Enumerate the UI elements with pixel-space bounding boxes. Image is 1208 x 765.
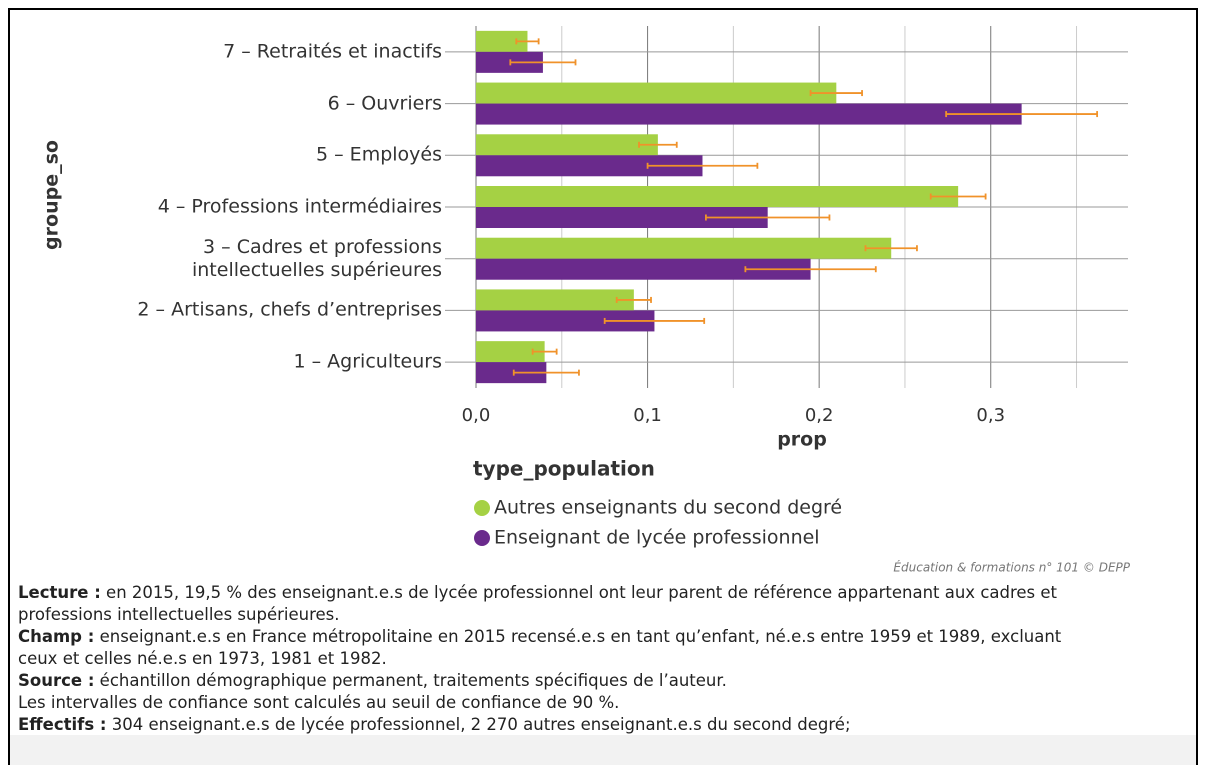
error-bar [705,214,831,221]
bar [476,237,892,259]
note-label: Source : [18,671,95,690]
bar [476,289,634,311]
y-tick-label: 7 – Retraités et inactifs [223,40,442,63]
bar [476,30,528,52]
legend-swatch [474,530,490,546]
y-tick-label: 3 – Cadres et professions intellectuelle… [191,235,442,281]
x-axis-label: prop [777,429,827,451]
notes: Lecture : en 2015, 19,5 % des enseignant… [18,582,1098,736]
source: Éducation & formations n° 101 © DEPP [893,560,1130,575]
bar [476,103,1022,125]
y-axis-label: groupe_so [41,140,63,250]
note-text: Les intervalles de confiance sont calcul… [18,693,620,712]
y-tick-label: 5 – Employés [316,143,442,166]
x-tick-label: 0,2 [805,405,834,426]
chart: groupe_so prop type_population Éducation… [41,26,1131,575]
error-bar [864,245,918,252]
error-bar [515,38,540,45]
note: Les intervalles de confiance sont calcul… [18,692,1098,714]
x-tick-label: 0,3 [976,405,1005,426]
note: Champ : enseignant.e.s en France métropo… [18,626,1098,670]
error-bar [945,111,1099,118]
error-bar [615,296,652,303]
y-tick-label: 4 – Professions intermédiaires [157,195,442,218]
bar [476,155,703,177]
bar [476,310,655,332]
note-label: Effectifs : [18,715,107,734]
note-text: échantillon démographique permanent, tra… [99,671,727,690]
note-text: 304 enseignant.e.s de lycée professionne… [111,715,851,734]
note-label: Lecture : [18,583,101,602]
note-text: en 2015, 19,5 % des enseignant.e.s de ly… [18,583,1058,624]
note-text: enseignant.e.s en France métropolitaine … [18,627,1062,668]
bar [476,341,545,363]
bar [476,186,959,207]
legend-label: Autres enseignants du second degré [494,497,842,519]
bar [476,362,547,384]
legend-swatch [474,500,490,516]
x-tick-label: 0,1 [633,405,662,426]
bar [476,258,811,280]
y-tick-label: 6 – Ouvriers [327,92,442,115]
y-tick-label: 2 – Artisans, chefs d’entreprises [137,298,442,321]
error-bar [531,348,558,355]
error-bar [603,317,706,324]
y-tick-label: 1 – Agriculteurs [293,350,442,373]
error-bar [509,59,577,66]
note-label: Champ : [18,627,95,646]
bar [476,134,658,156]
note: Effectifs : 304 enseignant.e.s de lycée … [18,714,1098,736]
error-bar [638,141,678,148]
error-bar [809,90,863,97]
frame [8,8,1198,765]
bar [476,207,768,228]
error-bar [744,266,877,273]
legend-label: Enseignant de lycée professionnel [494,527,820,549]
error-bar [929,193,987,200]
bar [476,82,837,104]
error-bar [512,369,580,376]
note: Source : échantillon démographique perma… [18,670,1098,692]
note: Lecture : en 2015, 19,5 % des enseignant… [18,582,1098,626]
x-tick-label: 0,0 [462,405,491,426]
error-bar [646,162,759,169]
legend-title: type_population [473,457,655,481]
